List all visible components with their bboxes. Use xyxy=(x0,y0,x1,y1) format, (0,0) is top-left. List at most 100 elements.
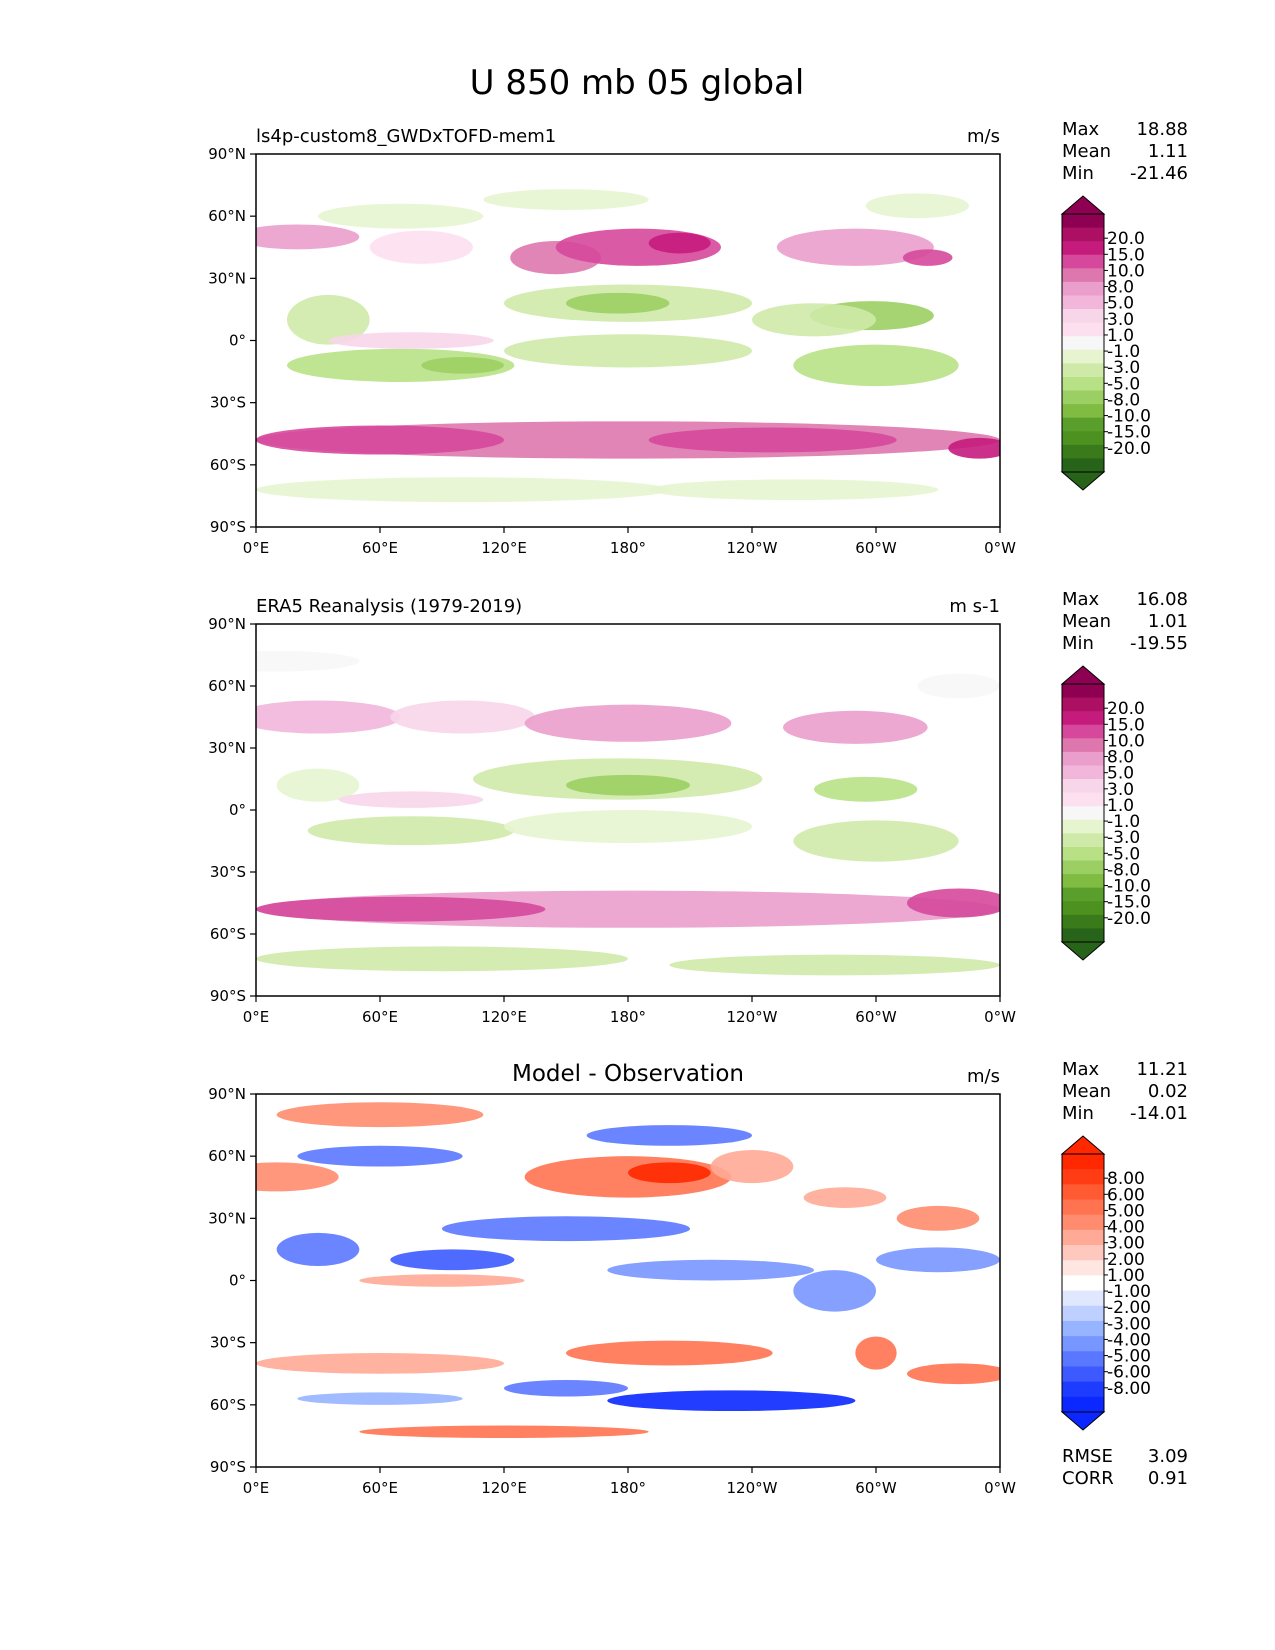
colorbar-tick-label: 6.00 xyxy=(1107,1185,1145,1205)
stat-mean-value: 0.02 xyxy=(1148,1081,1188,1102)
y-tick-label: 30°S xyxy=(210,863,246,881)
panel-difference: Model - Observation m/s 0°E 60°E 120°E 180°… xyxy=(208,1059,1188,1497)
field-blob xyxy=(338,791,484,808)
colorbar-segment xyxy=(1062,1214,1104,1231)
colorbar-segment xyxy=(1062,458,1104,473)
y-tick-label: 60°S xyxy=(210,456,246,474)
colorbar-frame xyxy=(1061,683,1105,943)
colorbar-segment xyxy=(1062,738,1104,753)
field-blob xyxy=(783,710,928,744)
panel-difference-colorbar: 8.006.005.004.003.002.001.00-1.00-2.00-3… xyxy=(1060,1135,1151,1431)
colorbar-tick-label: -3.0 xyxy=(1107,358,1140,378)
colorbar-tick-label: 5.0 xyxy=(1107,294,1134,314)
stat-max-value: 16.08 xyxy=(1136,589,1188,610)
stat-corr-value: 0.91 xyxy=(1148,1468,1188,1489)
x-tick-label: 0°E xyxy=(243,1008,270,1026)
panel-difference-stats: Max 11.21 Mean 0.02 Min -14.01 RMSE 3.09… xyxy=(1062,1059,1188,1489)
panel-observation-colorbar: 20.015.010.08.05.03.01.0-1.0-3.0-5.0-8.0… xyxy=(1060,665,1151,961)
colorbar-tick-label: 8.0 xyxy=(1107,278,1134,298)
field-blob xyxy=(793,1270,877,1312)
field-blob xyxy=(876,1247,1000,1273)
colorbar-tick-label: -20.0 xyxy=(1107,439,1151,459)
panel-model-stats: Max 18.88 Mean 1.11 Min -21.46 xyxy=(1062,119,1188,184)
stat-min-label: Min xyxy=(1062,633,1094,654)
field-blob xyxy=(607,1259,815,1281)
colorbar-segment xyxy=(1062,404,1104,419)
colorbar-tick-label: -5.00 xyxy=(1107,1347,1151,1367)
field-blob xyxy=(566,774,690,796)
stat-mean-label: Mean xyxy=(1062,611,1111,632)
stat-mean-label: Mean xyxy=(1062,141,1111,162)
colorbar-segment xyxy=(1062,336,1104,351)
panel-observation: ERA5 Reanalysis (1979-2019) m s-1 0°E 60°… xyxy=(208,589,1188,1026)
field-blob xyxy=(855,1336,897,1370)
panel-difference-title: Model - Observation xyxy=(512,1061,744,1087)
stat-max-value: 11.21 xyxy=(1136,1059,1188,1080)
colorbar-tick-label: -8.00 xyxy=(1107,1379,1151,1399)
colorbar-tick-label: 8.00 xyxy=(1107,1169,1145,1189)
field-blob xyxy=(896,1205,980,1231)
field-blob xyxy=(256,700,401,734)
stat-min-label: Min xyxy=(1062,1103,1094,1124)
y-tick-label: 90°S xyxy=(210,1458,246,1476)
colorbar-segment xyxy=(1062,684,1104,699)
colorbar-tick-label: 5.00 xyxy=(1107,1201,1145,1221)
colorbar-segment xyxy=(1062,390,1104,405)
colorbar-segment xyxy=(1062,1305,1104,1322)
field-blob xyxy=(793,344,959,387)
colorbar-tick-label: -5.0 xyxy=(1107,374,1140,394)
colorbar-arrow-top xyxy=(1060,665,1106,685)
field-blob xyxy=(793,820,959,862)
field-blob xyxy=(776,228,934,266)
stat-rmse-label: RMSE xyxy=(1062,1446,1113,1467)
field-blob xyxy=(369,230,474,264)
colorbar-segment xyxy=(1062,1396,1104,1413)
stat-min-value: -21.46 xyxy=(1130,163,1188,184)
field-blob xyxy=(586,1125,752,1146)
colorbar-segment xyxy=(1062,295,1104,310)
field-blob xyxy=(710,1149,794,1184)
x-tick-label: 60°W xyxy=(855,1479,897,1497)
field-blob xyxy=(421,357,504,374)
x-tick-label: 60°W xyxy=(855,539,897,557)
colorbar-segment xyxy=(1062,241,1104,256)
colorbar-tick-label: 8.0 xyxy=(1107,748,1134,768)
x-tick-label: 120°E xyxy=(481,1479,527,1497)
colorbar-tick-label: 15.0 xyxy=(1107,715,1145,735)
colorbar-tick-label: -15.0 xyxy=(1107,423,1151,443)
colorbar-segment xyxy=(1062,1320,1104,1337)
panel-observation-units: m s-1 xyxy=(949,596,1000,617)
field-blob xyxy=(256,946,628,972)
colorbar-segment xyxy=(1062,1184,1104,1201)
colorbar-segment xyxy=(1062,268,1104,283)
colorbar-tick-label: 1.00 xyxy=(1107,1266,1145,1286)
colorbar-tick-label: -10.0 xyxy=(1107,877,1151,897)
colorbar-segment xyxy=(1062,1290,1104,1307)
panel-observation-axes: 0°E 60°E 120°E 180° 120°W 60°W 0°W 90°N 60°N 30°N… xyxy=(208,615,1016,1026)
colorbar-tick-label: 20.0 xyxy=(1107,229,1145,249)
field-blob xyxy=(752,303,876,337)
x-tick-label: 60°E xyxy=(362,1479,398,1497)
colorbar-frame xyxy=(1061,1153,1105,1413)
x-tick-label: 0°E xyxy=(243,1479,270,1497)
x-tick-label: 60°E xyxy=(362,1008,398,1026)
colorbar-segment xyxy=(1062,765,1104,780)
colorbar-arrow-top xyxy=(1060,1135,1106,1155)
x-tick-label: 120°E xyxy=(481,539,527,557)
colorbar-segment xyxy=(1062,322,1104,337)
colorbar-arrow-bottom xyxy=(1060,471,1106,491)
stat-mean-value: 1.11 xyxy=(1148,141,1188,162)
field-blob xyxy=(504,810,752,844)
y-tick-label: 30°N xyxy=(208,269,246,287)
colorbar-segment xyxy=(1062,874,1104,889)
field-blob xyxy=(256,477,670,503)
colorbar-segment xyxy=(1062,227,1104,242)
stat-min-label: Min xyxy=(1062,163,1094,184)
colorbar-tick-label: -1.0 xyxy=(1107,812,1140,832)
colorbar-arrow-bottom xyxy=(1060,941,1106,961)
colorbar-segment xyxy=(1062,724,1104,739)
panel-observation-stats: Max 16.08 Mean 1.01 Min -19.55 xyxy=(1062,589,1188,654)
colorbar-segment xyxy=(1062,254,1104,269)
colorbar-tick-label: 15.0 xyxy=(1107,245,1145,265)
x-tick-label: 120°W xyxy=(727,1008,778,1026)
